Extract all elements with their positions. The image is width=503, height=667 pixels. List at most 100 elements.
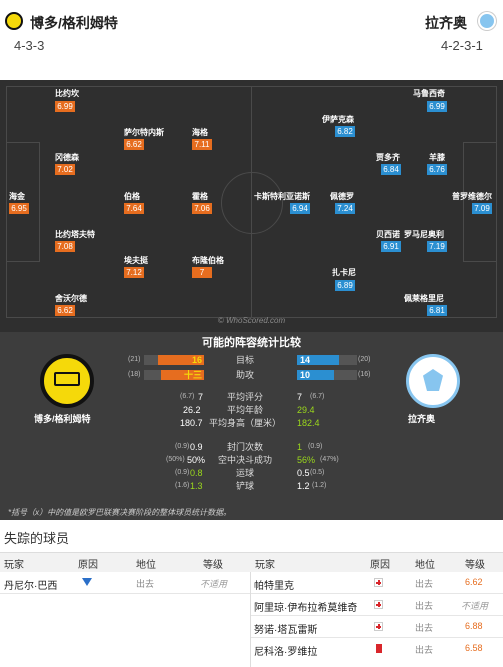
table-row[interactable]: 努诺·塔瓦雷斯 出去 6.88 bbox=[251, 616, 503, 638]
away-player-rating: 6.94 bbox=[290, 203, 310, 214]
away-player-name[interactable]: 贝西诺 bbox=[376, 230, 400, 239]
away-stat-value: 7 bbox=[297, 392, 303, 402]
home-player-rating: 7.08 bbox=[55, 241, 75, 252]
stat-row: (0.9) 0.8 运球 0.5 (0.5) bbox=[0, 466, 503, 480]
lineup-stats-panel: 可能的阵容统计比较 博多/格利姆特 拉齐奥 (21) 16 目标 14 (20)… bbox=[0, 332, 503, 520]
pitch: 比约坎 6.99 萨尔特内斯 6.62 海格 7.11 冈德森 7.02 海金 … bbox=[0, 80, 503, 332]
home-stat-season: (0.9) bbox=[175, 443, 190, 450]
away-player-name[interactable]: 佩莱格里尼 bbox=[404, 294, 444, 303]
home-player-name[interactable]: 比约坎 bbox=[55, 89, 79, 98]
away-assists-season: (16) bbox=[358, 371, 371, 378]
home-player-name[interactable]: 伯格 bbox=[124, 192, 140, 201]
missing-player-name[interactable]: 阿里琼·伊布拉希莫维奇 bbox=[254, 603, 358, 614]
home-stat-value: 50% bbox=[187, 455, 206, 465]
missing-player-name[interactable]: 努诺·塔瓦雷斯 bbox=[254, 625, 318, 636]
missing-player-name[interactable]: 尼科洛·罗维拉 bbox=[254, 647, 318, 658]
home-player-name[interactable]: 萨尔特内斯 bbox=[124, 128, 164, 137]
home-formation: 4-3-3 bbox=[14, 38, 45, 53]
missing-status: 出去 bbox=[415, 601, 434, 611]
stat-label: 平均身高（厘米） bbox=[208, 418, 281, 428]
col-grade: 等级 bbox=[203, 560, 223, 571]
missing-grade: 不适用 bbox=[200, 579, 228, 589]
home-player-name[interactable]: 冈德森 bbox=[55, 153, 79, 162]
assists-label: 助攻 bbox=[235, 370, 254, 380]
col-reason: 原因 bbox=[78, 560, 98, 571]
away-team-name[interactable]: 拉齐奥 bbox=[425, 15, 467, 31]
away-stat-season: (47%) bbox=[320, 456, 339, 463]
table-row[interactable]: 尼科洛·罗维拉 出去 6.58 bbox=[251, 638, 503, 660]
home-player-name[interactable]: 比约塔夫特 bbox=[55, 230, 95, 239]
home-player-rating: 6.99 bbox=[55, 101, 75, 112]
away-player-rating: 6.91 bbox=[381, 241, 401, 252]
missing-status: 出去 bbox=[136, 579, 155, 589]
stat-label: 运球 bbox=[235, 468, 254, 478]
away-player-name[interactable]: 佩德罗 bbox=[330, 192, 354, 201]
missing-status: 出去 bbox=[415, 645, 434, 655]
away-assists-bar-track bbox=[297, 370, 357, 380]
stat-label: 铲球 bbox=[235, 481, 254, 491]
away-player-rating: 6.76 bbox=[427, 164, 447, 175]
goals-label: 目标 bbox=[235, 355, 254, 365]
arrow-down-icon bbox=[82, 578, 92, 586]
injury-cross-icon bbox=[374, 600, 383, 609]
home-player-rating: 7 bbox=[192, 267, 212, 278]
home-player-name[interactable]: 布隆伯格 bbox=[192, 256, 224, 265]
home-player-name[interactable]: 海格 bbox=[192, 128, 208, 137]
away-team-label: 拉齐奥 bbox=[408, 414, 436, 424]
home-stat-value: 0.8 bbox=[190, 468, 203, 478]
away-player-name[interactable]: 马鲁西奇 bbox=[413, 89, 445, 98]
away-stat-value: 1 bbox=[297, 442, 303, 452]
home-goals-bar-track bbox=[144, 355, 204, 365]
stats-title: 可能的阵容统计比较 bbox=[202, 337, 301, 349]
missing-players-header: 玩家 原因 地位 等级 玩家 原因 地位 等级 bbox=[0, 552, 503, 572]
away-player-rating: 7.09 bbox=[472, 203, 492, 214]
home-player-rating: 6.95 bbox=[9, 203, 29, 214]
away-goals-bar-fill bbox=[297, 355, 339, 365]
away-player-rating: 6.84 bbox=[381, 164, 401, 175]
home-assists-bar-track bbox=[144, 370, 204, 380]
home-team-name[interactable]: 博多/格利姆特 bbox=[30, 15, 118, 31]
home-player-name[interactable]: 舍沃尔德 bbox=[55, 294, 87, 303]
away-player-name[interactable]: 扎卡尼 bbox=[332, 268, 356, 277]
away-player-name[interactable]: 羊膝 bbox=[429, 153, 445, 162]
missing-grade: 6.62 bbox=[465, 577, 483, 587]
col-status: 地位 bbox=[415, 560, 435, 571]
away-player-name[interactable]: 罗马尼奥利 bbox=[404, 230, 444, 239]
col-grade: 等级 bbox=[465, 560, 485, 571]
missing-grade: 不适用 bbox=[461, 601, 489, 611]
stat-label: 平均年龄 bbox=[226, 405, 263, 415]
lazio-badge-icon bbox=[406, 354, 460, 408]
center-circle bbox=[221, 172, 283, 234]
stat-row: (1.6) 1.3 铲球 1.2 (1.2) bbox=[0, 479, 503, 493]
table-row[interactable]: 帕特里克 出去 6.62 bbox=[251, 572, 503, 594]
missing-player-name[interactable]: 丹尼尔·巴西 bbox=[4, 581, 58, 592]
lazio-logo-icon[interactable] bbox=[478, 12, 496, 30]
red-card-icon bbox=[376, 644, 382, 653]
stat-row-goals: (21) 16 目标 14 (20) bbox=[0, 353, 503, 367]
stat-label: 平均评分 bbox=[226, 392, 263, 402]
bodo-glimt-logo-icon[interactable] bbox=[5, 12, 23, 30]
home-player-rating: 6.62 bbox=[124, 139, 144, 150]
home-stat-season: (6.7) bbox=[180, 393, 195, 400]
table-row[interactable]: 阿里琼·伊布拉希莫维奇 出去 不适用 bbox=[251, 594, 503, 616]
home-stat-season: (50%) bbox=[166, 456, 185, 463]
missing-status: 出去 bbox=[415, 579, 434, 589]
stat-row: 180.7 平均身高（厘米） 182.4 bbox=[0, 416, 503, 430]
home-player-name[interactable]: 霍格 bbox=[192, 192, 208, 201]
home-stat-value: 0.9 bbox=[190, 442, 203, 452]
stat-row: 26.2 平均年龄 29.4 bbox=[0, 403, 503, 417]
away-formation: 4-2-3-1 bbox=[441, 38, 483, 53]
home-player-name[interactable]: 埃夫挺 bbox=[124, 256, 148, 265]
home-player-rating: 7.64 bbox=[124, 203, 144, 214]
away-player-name[interactable]: 伊萨克森 bbox=[322, 115, 354, 124]
away-player-name[interactable]: 普罗维德尔 bbox=[452, 192, 492, 201]
col-player: 玩家 bbox=[255, 560, 275, 571]
away-goals-value: 14 bbox=[300, 355, 311, 365]
away-player-name[interactable]: 贾多齐 bbox=[376, 153, 400, 162]
table-row[interactable]: 丹尼尔·巴西 出去 不适用 bbox=[0, 572, 250, 594]
away-stat-season: (6.7) bbox=[310, 393, 325, 400]
missing-player-name[interactable]: 帕特里克 bbox=[254, 581, 294, 592]
away-stat-value: 56% bbox=[297, 455, 316, 465]
home-player-name[interactable]: 海金 bbox=[9, 192, 25, 201]
away-player-name[interactable]: 卡斯特利亚诺斯 bbox=[254, 192, 310, 201]
